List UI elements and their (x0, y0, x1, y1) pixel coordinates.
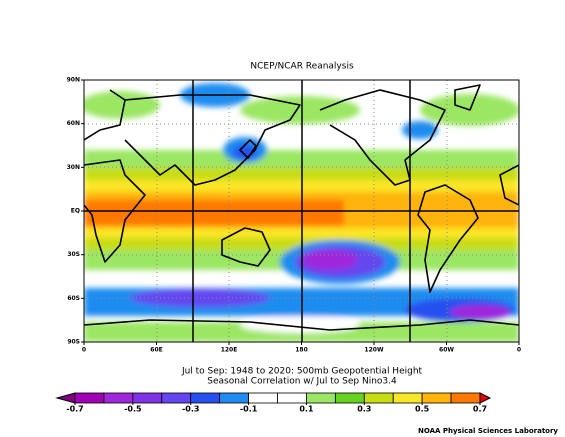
colorbar-segment (277, 392, 307, 404)
colorbar-segment (363, 392, 394, 404)
subtitle: Seasonal Correlation w/ Jul to Sep Nino3… (207, 377, 397, 387)
lat-label: 90S (67, 339, 80, 346)
colorbar-segment (392, 392, 423, 404)
colorbar-label: -0.3 (182, 405, 200, 414)
colorbar-segment (334, 392, 365, 404)
colorbar-segment (74, 392, 105, 404)
lon-label: 120E (221, 347, 238, 354)
colorbar-label: -0.1 (240, 405, 258, 414)
lat-label: 60N (67, 120, 80, 127)
lat-label: 90N (67, 77, 80, 84)
colorbar-segment (450, 392, 481, 404)
colorbar-label: 0.3 (357, 405, 371, 414)
lat-label: 30N (67, 164, 80, 171)
colorbar-label: 0.7 (473, 405, 487, 414)
lat-label: EQ (71, 208, 80, 215)
lat-label: 30S (67, 251, 80, 258)
title: NCEP/NCAR Reanalysis (250, 62, 354, 72)
colorbar-end (55, 392, 76, 404)
lon-label: 0 (82, 347, 86, 354)
colorbar-label: 0.5 (415, 405, 430, 414)
colorbar-segment (103, 392, 134, 404)
lon-label: 60E (150, 347, 162, 354)
colorbar-segment (219, 392, 249, 404)
colorbar-segment (306, 392, 336, 404)
colorbar: -0.7 -0.5 -0.3 -0.1 0.1 0.3 0.5 0.7 (55, 392, 492, 414)
colorbar-label: 0.1 (299, 405, 314, 414)
colorbar-label: -0.5 (124, 405, 142, 414)
colorbar-segment (132, 392, 163, 404)
colorbar-end (479, 392, 492, 404)
correlation-field (84, 80, 519, 342)
lat-label: 60S (67, 295, 80, 302)
lon-label: 180 (295, 347, 308, 354)
colorbar-label: -0.7 (66, 405, 84, 414)
subtitle: Jul to Sep: 1948 to 2020: 500mb Geopoten… (181, 367, 423, 377)
colorbar-segment (248, 392, 278, 404)
lon-label: 60W (439, 347, 454, 354)
footer: NOAA Physical Sciences Laboratory (418, 427, 558, 435)
colorbar-segment (190, 392, 221, 404)
colorbar-segment (161, 392, 192, 404)
lon-label: 120W (364, 347, 384, 354)
lon-label: 0 (517, 347, 521, 354)
colorbar-segment (421, 392, 452, 404)
